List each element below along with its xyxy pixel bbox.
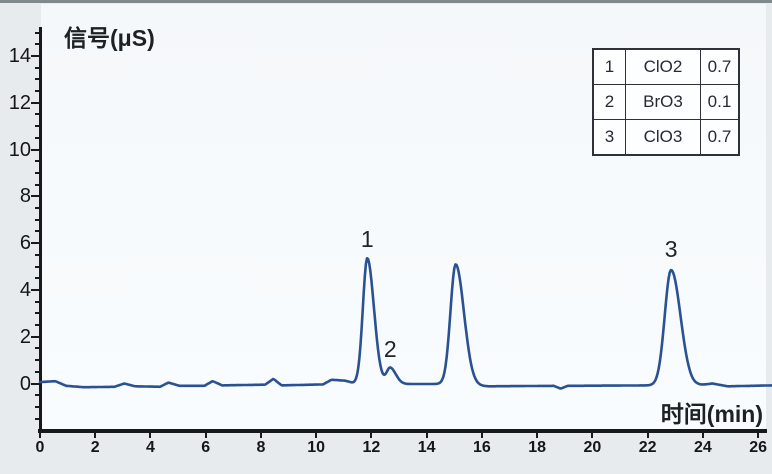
y-minor-tick [35,265,40,268]
x-tick-label: 20 [583,439,602,456]
y-minor-tick [35,370,40,373]
y-tick [31,148,40,151]
peak-label-3: 3 [664,235,678,262]
x-tick [39,433,41,438]
x-tick [370,433,373,438]
x-tick [757,433,760,438]
x-tick-label: 0 [35,439,45,456]
legend-row: 3 ClO3 0.7 [592,119,740,156]
x-tick-label: 6 [201,439,211,456]
y-tick [31,101,40,104]
y-tick-label: 14 [8,44,31,67]
legend-row: 1 ClO2 0.7 [592,48,740,85]
y-minor-tick [35,347,40,350]
y-tick [31,54,40,57]
y-tick [31,195,40,198]
y-minor-tick [35,359,40,362]
legend-table: 1 ClO2 0.7 2 BrO3 0.1 3 ClO3 0.7 [592,48,740,156]
y-tick-label: 12 [8,91,31,114]
x-tick [591,433,594,438]
legend-cell-value: 0.1 [700,84,740,120]
y-tick-label: 10 [8,138,31,161]
y-minor-tick [35,160,40,163]
y-tick-label: 8 [19,185,31,208]
y-minor-tick [35,324,40,326]
x-tick [204,433,207,438]
x-tick [94,433,97,438]
x-tick-label: 18 [528,439,547,456]
x-tick-label: 2 [90,439,100,456]
x-axis-line [38,429,767,433]
legend-cell-species: ClO3 [625,119,701,156]
x-tick-label: 10 [307,439,326,456]
y-minor-tick [35,171,40,174]
legend-cell-num: 3 [592,119,626,156]
y-minor-tick [35,300,40,303]
x-tick-label: 16 [473,439,491,456]
peak-label-1: 1 [360,226,374,253]
y-minor-tick [35,277,40,280]
y-minor-tick [35,218,40,221]
y-tick-label: 2 [19,325,31,348]
y-minor-tick [35,253,40,256]
y-minor-tick [35,43,40,46]
legend-cell-value: 0.7 [700,119,740,156]
legend-cell-num: 1 [592,48,626,85]
y-minor-tick [35,405,40,408]
y-minor-tick [35,125,40,128]
peak-label-2: 2 [383,335,397,362]
x-tick [425,433,428,438]
y-tick-label: 6 [19,232,31,255]
x-tick-label: 4 [146,439,155,456]
x-tick [646,433,649,438]
trace-line [38,257,772,390]
y-minor-tick [35,66,40,69]
x-axis-label: 时间(min) [660,401,763,427]
y-minor-tick [35,136,40,139]
legend-cell-species: ClO2 [625,48,701,85]
y-tick-label: 0 [19,372,31,395]
y-minor-tick [35,207,40,209]
x-tick-label: 24 [693,439,712,456]
y-tick [31,242,40,245]
x-tick-label: 8 [256,439,266,456]
y-tick [31,288,40,291]
y-minor-tick [35,183,40,186]
legend-cell-species: BrO3 [625,84,701,120]
x-tick-label: 22 [638,439,657,456]
y-minor-tick [35,417,40,420]
x-tick-label: 14 [417,439,436,456]
y-axis-label: 信号(μS) [64,25,155,51]
legend-cell-value: 0.7 [700,48,740,85]
y-tick [31,335,40,338]
y-tick-label: 4 [19,278,31,301]
x-tick [701,433,704,438]
y-minor-tick [35,113,40,116]
y-minor-tick [35,312,40,315]
x-tick-label: 12 [362,439,381,456]
y-tick [31,382,40,385]
y-minor-tick [35,394,40,397]
x-tick [259,433,262,438]
legend-row: 2 BrO3 0.1 [592,84,740,120]
x-tick [480,433,483,438]
y-minor-tick [35,31,40,34]
x-tick [315,433,318,438]
x-tick [149,433,152,438]
x-tick-label: 26 [749,439,767,456]
x-tick [536,433,539,438]
y-minor-tick [35,90,40,92]
y-axis-line [39,27,42,432]
y-minor-tick [35,78,40,81]
legend-cell-num: 2 [592,84,626,120]
top-edge-line [0,0,772,3]
y-minor-tick [35,230,40,233]
